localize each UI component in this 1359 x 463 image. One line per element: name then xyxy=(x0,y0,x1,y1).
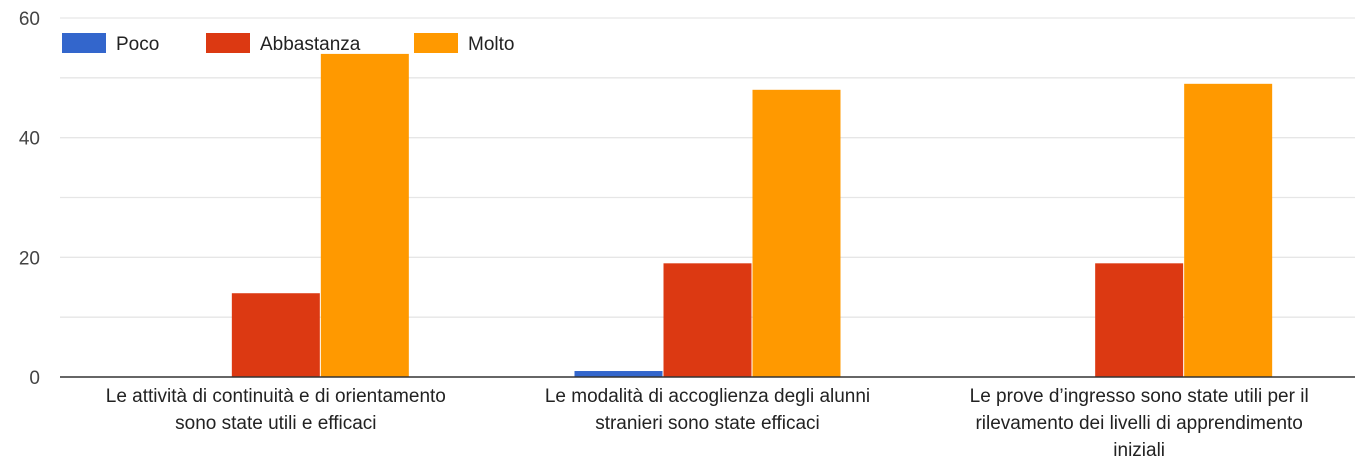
category-label: Le modalità di accoglienza degli alunni xyxy=(545,386,870,407)
bar-poco-1[interactable] xyxy=(575,371,663,377)
y-tick-label: 0 xyxy=(29,368,40,389)
bar-abbastanza-1[interactable] xyxy=(664,263,752,377)
legend-swatch-molto xyxy=(414,33,458,53)
category-labels: Le attività di continuità e di orientame… xyxy=(106,386,1309,461)
bar-molto-2[interactable] xyxy=(1184,84,1272,377)
y-tick-label: 60 xyxy=(19,9,40,30)
y-tick-label: 40 xyxy=(19,129,40,150)
legend-label-poco: Poco xyxy=(116,34,159,55)
legend-label-abbastanza: Abbastanza xyxy=(260,34,361,55)
legend-label-molto: Molto xyxy=(468,34,514,55)
category-label: stranieri sono state efficaci xyxy=(595,413,820,434)
category-label: rilevamento dei livelli di apprendimento xyxy=(975,413,1302,434)
category-label: sono state utili e efficaci xyxy=(175,413,376,434)
bar-molto-0[interactable] xyxy=(321,54,409,377)
category-label: iniziali xyxy=(1113,440,1165,461)
legend: Poco Abbastanza Molto xyxy=(62,33,514,55)
bar-abbastanza-0[interactable] xyxy=(232,293,320,377)
legend-swatch-abbastanza xyxy=(206,33,250,53)
category-label: Le prove d’ingresso sono state utili per… xyxy=(970,386,1309,407)
legend-swatch-poco xyxy=(62,33,106,53)
y-axis-ticks: 0 20 40 60 xyxy=(19,9,40,389)
y-tick-label: 20 xyxy=(19,248,40,269)
category-label: Le attività di continuità e di orientame… xyxy=(106,386,446,407)
bar-molto-1[interactable] xyxy=(753,90,841,377)
bar-abbastanza-2[interactable] xyxy=(1095,263,1183,377)
bars xyxy=(232,54,1272,377)
